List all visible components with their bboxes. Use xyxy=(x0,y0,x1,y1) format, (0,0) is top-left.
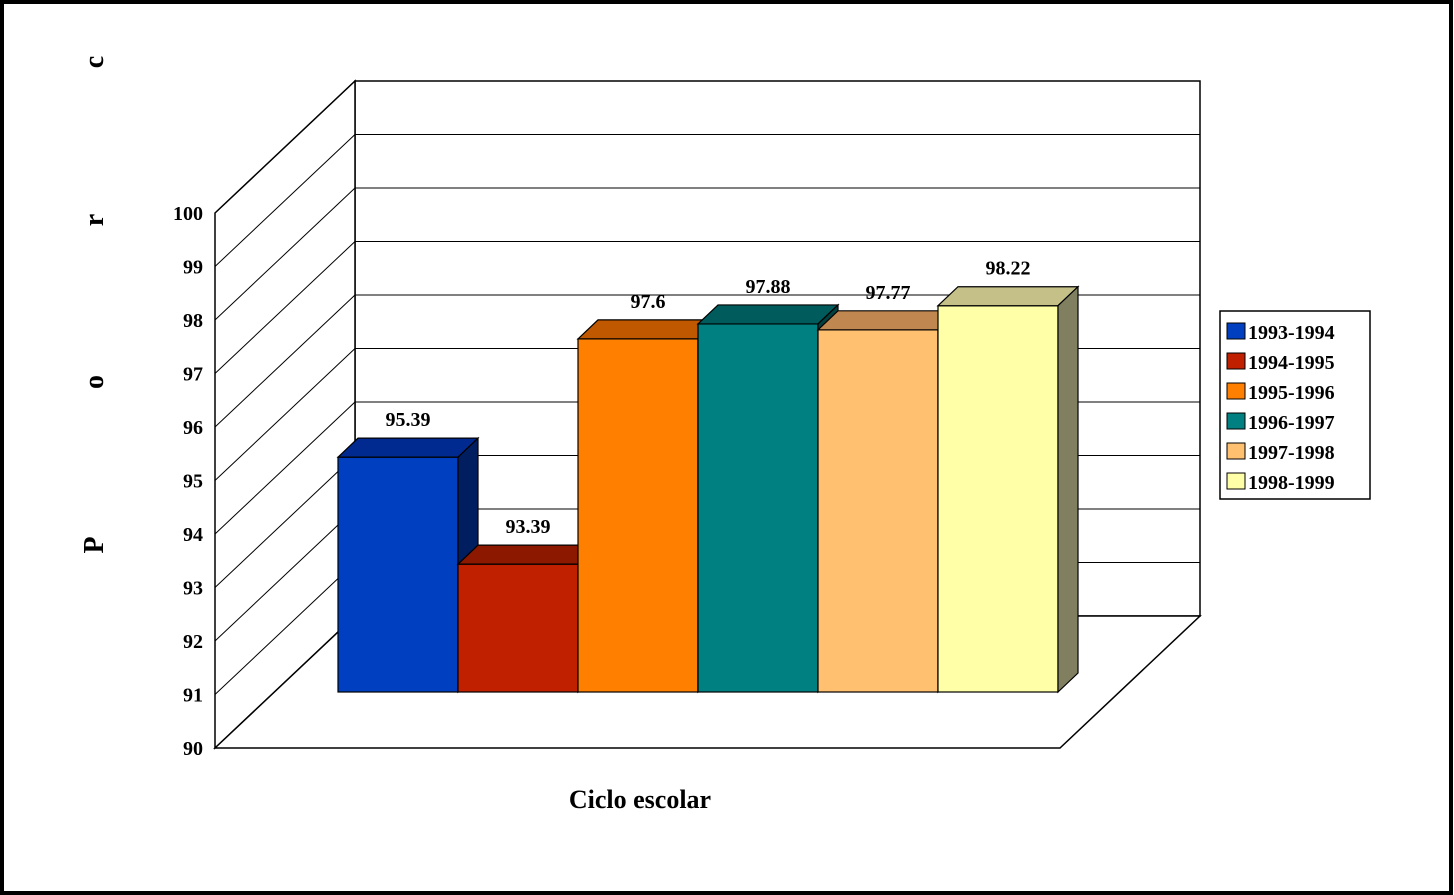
gridline-side xyxy=(214,187,356,321)
bar-front xyxy=(457,563,579,693)
y-tick-label: 96 xyxy=(183,417,203,439)
y-tick-label: 99 xyxy=(183,257,203,279)
bar-1993-1994 xyxy=(336,436,480,694)
legend-label: 1998-1999 xyxy=(1248,472,1335,494)
y-axis-label-letter: o xyxy=(79,375,110,389)
bar-top xyxy=(456,544,600,565)
bar-1996-1997 xyxy=(696,303,840,694)
bar-front xyxy=(697,323,819,693)
legend-swatch xyxy=(1226,352,1246,370)
legend-label: 1996-1997 xyxy=(1248,412,1335,434)
gridline-side xyxy=(214,294,356,428)
y-tick-label: 93 xyxy=(183,578,203,600)
legend-item: 1997-1998 xyxy=(1226,442,1335,464)
gridline-side xyxy=(214,562,356,695)
bar-1998-1999 xyxy=(936,285,1080,694)
legend-swatch xyxy=(1226,442,1246,460)
y-tick-label: 100 xyxy=(173,203,203,225)
y-axis-label-letter: c xyxy=(79,56,110,68)
data-label: 98.22 xyxy=(986,258,1031,280)
bar-top xyxy=(576,319,720,340)
y-tick-label: 91 xyxy=(183,685,203,707)
gridline-side xyxy=(214,401,356,535)
bar-1997-1998 xyxy=(816,309,960,694)
legend: 1993-1994 1994-1995 1995-1996 1996-1997 1997… xyxy=(1219,310,1371,500)
y-tick-label: 97 xyxy=(183,364,203,386)
gridline-side xyxy=(214,508,356,642)
bar-front xyxy=(577,338,699,693)
gridline-side xyxy=(214,80,356,214)
legend-label: 1994-1995 xyxy=(1248,352,1335,374)
bar-side xyxy=(1057,285,1079,694)
bar-top xyxy=(816,310,960,331)
bar-1995-1996 xyxy=(576,318,720,694)
legend-label: 1995-1996 xyxy=(1248,382,1335,404)
y-tick-label: 92 xyxy=(183,631,203,653)
bar-top xyxy=(336,437,480,458)
legend-swatch xyxy=(1226,412,1246,430)
y-tick-label: 94 xyxy=(183,524,203,546)
y-axis-label: Po r c xyxy=(79,56,110,554)
y-tick-label: 95 xyxy=(183,471,203,493)
legend-swatch xyxy=(1226,382,1246,400)
y-tick-label: 98 xyxy=(183,310,203,332)
bar-top xyxy=(936,286,1080,307)
gridline-side xyxy=(214,455,356,588)
y-axis-label-letter: P xyxy=(79,536,110,553)
bars xyxy=(336,285,1080,694)
data-label: 97.77 xyxy=(866,282,911,304)
x-axis-label: Ciclo escolar xyxy=(569,785,711,814)
legend-item: 1993-1994 xyxy=(1226,322,1335,344)
y-axis-label-letter: r xyxy=(79,214,110,226)
y-axis-ticks: 90 91 92 93 94 95 96 97 98 99 100 xyxy=(173,203,203,760)
bar-front xyxy=(337,456,459,693)
legend-label: 1997-1998 xyxy=(1248,442,1335,464)
data-labels: 95.39 93.39 97.6 97.88 97.77 98.22 xyxy=(386,258,1031,538)
bar-front xyxy=(937,305,1059,693)
legend-label: 1993-1994 xyxy=(1248,322,1335,344)
data-label: 97.88 xyxy=(746,276,791,298)
gridline-side xyxy=(214,348,356,481)
legend-swatch xyxy=(1226,322,1246,340)
legend-item: 1996-1997 xyxy=(1226,412,1335,434)
gridline-side xyxy=(214,134,356,267)
data-label: 93.39 xyxy=(506,516,551,538)
legend-swatch xyxy=(1226,472,1246,490)
bar-top xyxy=(696,304,840,325)
bar-1994-1995 xyxy=(456,543,600,694)
bar-front xyxy=(817,329,939,693)
y-tick-label: 90 xyxy=(183,738,203,760)
gridline-side xyxy=(214,241,356,374)
legend-item: 1994-1995 xyxy=(1226,352,1335,374)
data-label: 97.6 xyxy=(631,291,666,313)
legend-box xyxy=(1219,310,1371,500)
legend-item: 1998-1999 xyxy=(1226,472,1335,494)
data-label: 95.39 xyxy=(386,409,431,431)
legend-item: 1995-1996 xyxy=(1226,382,1335,404)
